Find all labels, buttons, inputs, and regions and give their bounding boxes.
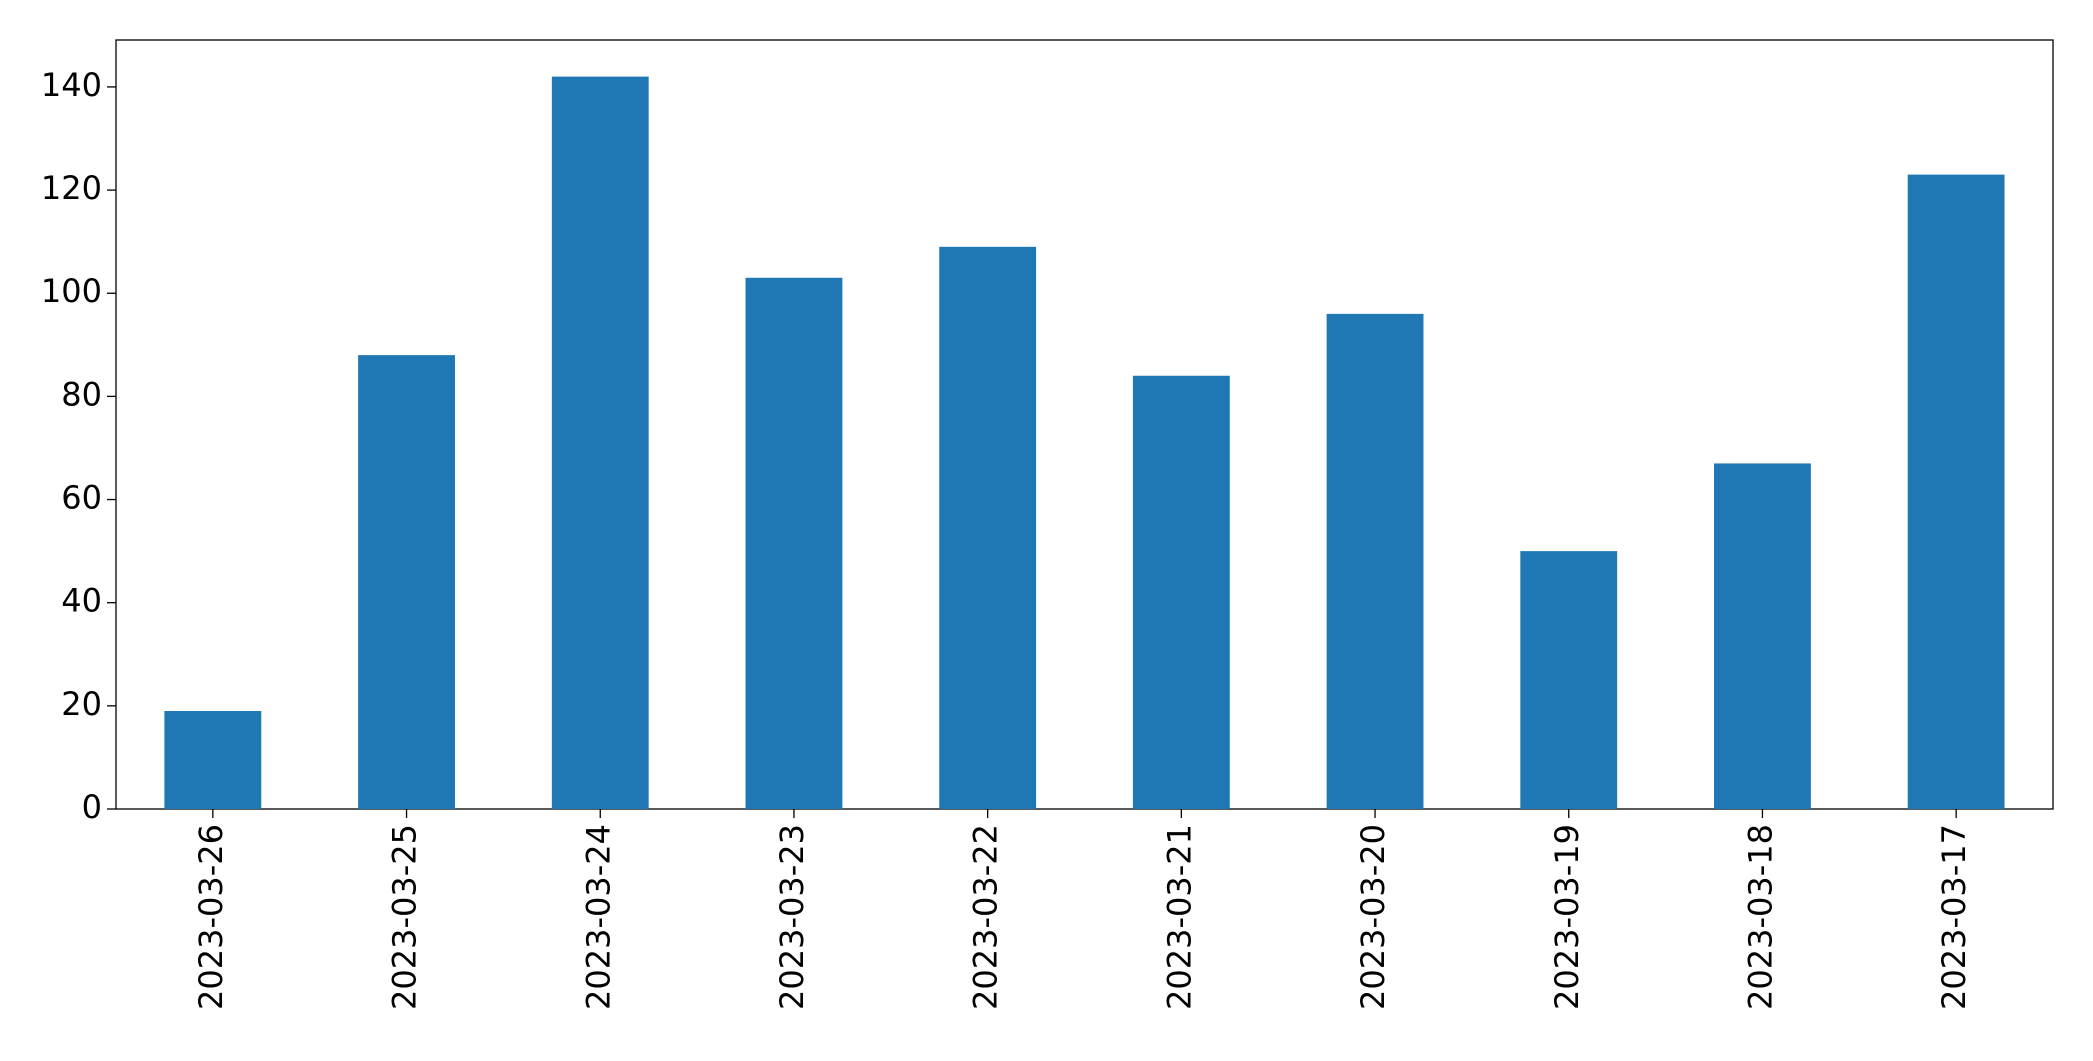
plot-frame [115, 39, 2054, 810]
x-tick-label: 2023-03-20 [1354, 824, 1392, 1010]
x-tick-label: 2023-03-23 [773, 824, 811, 1010]
x-tick-label: 2023-03-22 [967, 824, 1005, 1010]
y-tick-label: 120 [41, 169, 102, 207]
y-tick-label: 20 [61, 685, 102, 723]
bar [1520, 551, 1618, 809]
x-tick-label: 2023-03-19 [1548, 824, 1586, 1010]
bar [164, 711, 262, 809]
x-tick-label: 2023-03-26 [192, 824, 230, 1010]
y-tick-label: 60 [61, 479, 102, 517]
x-tick-label: 2023-03-25 [386, 824, 424, 1010]
x-tick-label: 2023-03-21 [1160, 824, 1198, 1010]
bar [1132, 375, 1230, 809]
bar [939, 246, 1037, 809]
y-tick-label: 140 [41, 66, 102, 104]
bar [358, 355, 455, 809]
x-tick-label: 2023-03-18 [1741, 824, 1779, 1010]
bar [551, 76, 649, 810]
bar [745, 277, 843, 809]
x-tick-label: 2023-03-24 [579, 824, 617, 1010]
y-tick-label: 100 [41, 272, 102, 310]
y-tick-label: 40 [61, 582, 102, 620]
y-tick-label: 80 [61, 375, 102, 413]
y-tick-label: 0 [82, 788, 102, 826]
x-tick-label: 2023-03-17 [1935, 824, 1973, 1010]
bar [1907, 174, 2005, 810]
bar [1326, 313, 1424, 809]
bar [1714, 463, 1811, 809]
